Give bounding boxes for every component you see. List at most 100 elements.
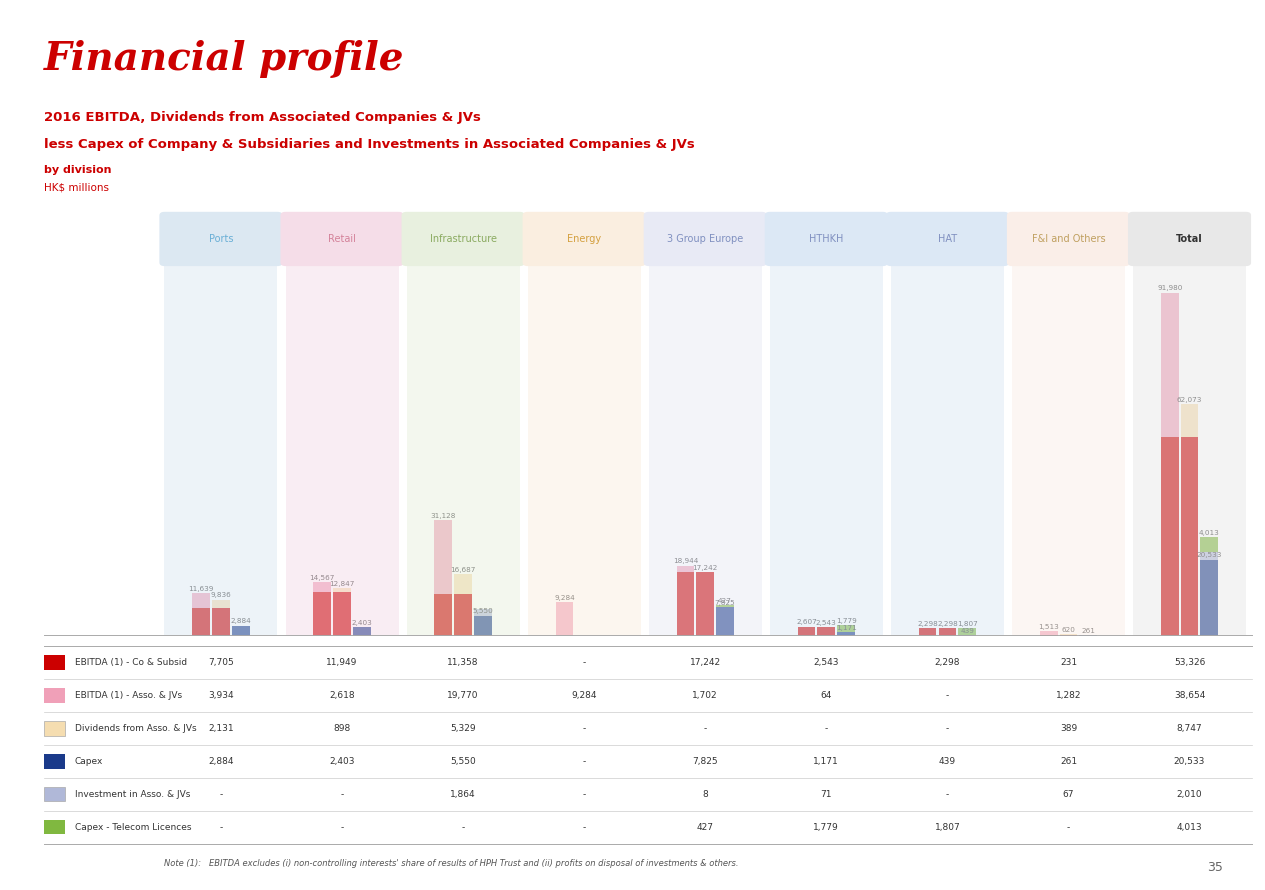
Text: 2,131: 2,131 [209,724,234,733]
Bar [939,627,956,636]
Text: 2,884: 2,884 [209,756,234,766]
Text: -: - [825,724,827,733]
Text: EBITDA (1) - Asso. & JVs: EBITDA (1) - Asso. & JVs [75,691,182,700]
Bar [44,655,65,669]
Text: 2,010: 2,010 [1176,789,1202,799]
Text: 620: 620 [1061,627,1075,633]
Text: 1,807: 1,807 [935,822,960,832]
Bar [164,263,277,635]
Bar [677,565,694,572]
Text: Financial profile: Financial profile [44,40,405,78]
Text: HTHKH: HTHKH [810,234,844,244]
Bar [44,689,65,703]
Bar [314,592,331,636]
Text: 4,013: 4,013 [1176,822,1202,832]
Text: 2016 EBITDA, Dividends from Associated Companies & JVs: 2016 EBITDA, Dividends from Associated C… [44,111,481,125]
Text: -: - [583,756,586,766]
Text: 91,980: 91,980 [1157,286,1183,291]
Bar [798,627,816,636]
Text: 1,171: 1,171 [836,625,856,631]
FancyBboxPatch shape [281,212,404,266]
Text: 1,282: 1,282 [1056,691,1082,700]
Text: 12,847: 12,847 [329,581,354,587]
Text: 62,073: 62,073 [1176,397,1202,403]
Text: 439: 439 [939,756,956,766]
Bar [770,263,883,635]
Text: 439: 439 [960,627,974,634]
Text: 17,242: 17,242 [692,565,719,570]
Bar [837,625,855,632]
Bar [649,263,762,635]
FancyBboxPatch shape [401,212,525,266]
Bar [353,627,371,636]
Text: 11,949: 11,949 [326,658,358,668]
Text: 5,550: 5,550 [450,756,476,766]
Text: 427: 427 [697,822,713,832]
Bar [891,263,1004,635]
Text: -: - [946,691,949,700]
Text: -: - [703,724,707,733]
Text: -: - [340,822,344,832]
Text: 2,403: 2,403 [352,620,372,627]
FancyBboxPatch shape [886,212,1009,266]
Text: -: - [340,789,344,799]
Text: Dividends from Asso. & JVs: Dividends from Asso. & JVs [75,724,196,733]
Text: 2,884: 2,884 [230,619,250,625]
Text: 20,533: 20,533 [1174,756,1206,766]
Text: -: - [583,789,586,799]
Bar [213,600,230,608]
Bar [44,712,1259,745]
Text: 20,533: 20,533 [1197,553,1222,559]
Text: EBITDA (1) - Co & Subsid: EBITDA (1) - Co & Subsid [75,658,187,668]
Text: 64: 64 [821,691,832,700]
Text: 17,242: 17,242 [689,658,721,668]
Text: -: - [946,789,949,799]
Text: -: - [1066,822,1070,832]
Bar [44,679,1259,712]
Bar [44,754,65,768]
Bar [1060,634,1078,635]
Text: 231: 231 [1060,658,1077,668]
FancyBboxPatch shape [765,212,888,266]
Bar [454,594,472,636]
Text: 38,654: 38,654 [1174,691,1206,700]
Text: 2,298: 2,298 [935,658,960,668]
Text: 1,807: 1,807 [956,621,978,627]
Text: Note (1):   EBITDA excludes (i) non-controlling interests' share of results of H: Note (1): EBITDA excludes (i) non-contro… [164,859,739,868]
Text: Investment in Asso. & JVs: Investment in Asso. & JVs [75,789,190,799]
FancyBboxPatch shape [159,212,282,266]
Bar [314,582,331,592]
Bar [454,574,472,594]
FancyBboxPatch shape [1007,212,1130,266]
Bar [1200,560,1218,636]
Text: -: - [583,658,586,668]
Bar [1200,552,1218,560]
Text: 2,543: 2,543 [813,658,839,668]
Bar [44,821,65,835]
Bar [192,593,210,608]
Text: 261: 261 [1060,756,1077,766]
Text: 1,513: 1,513 [1039,624,1059,629]
Text: 53,326: 53,326 [1174,658,1206,668]
Text: Total: Total [1176,234,1203,244]
Text: 5,329: 5,329 [450,724,476,733]
Text: 11,639: 11,639 [188,586,214,592]
Bar [1133,263,1246,635]
Bar [1180,437,1198,636]
Text: -: - [219,822,223,832]
FancyBboxPatch shape [1128,212,1251,266]
Text: 14,567: 14,567 [310,575,335,581]
Text: 2,543: 2,543 [816,619,836,626]
Text: 35: 35 [1207,861,1223,874]
Bar [696,572,715,636]
Bar [406,263,520,635]
Bar [213,608,230,636]
Text: by division: by division [44,165,111,174]
Text: 389: 389 [1060,724,1077,733]
Text: 31,128: 31,128 [430,513,455,519]
Bar [44,787,65,801]
Text: less Capex of Company & Subsidiaries and Investments in Associated Companies & J: less Capex of Company & Subsidiaries and… [44,138,694,151]
Text: 2,298: 2,298 [917,620,937,627]
Text: 19,770: 19,770 [448,691,479,700]
Bar [286,263,398,635]
